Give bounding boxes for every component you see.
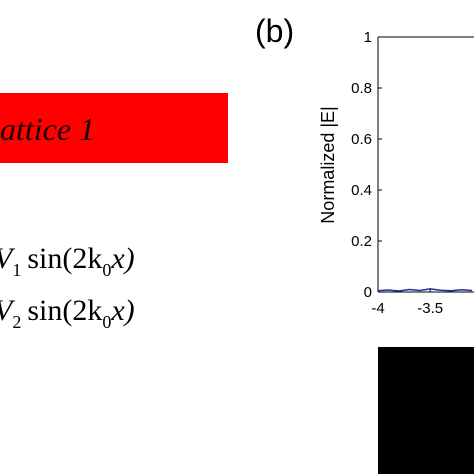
panel-label: (b) (255, 13, 294, 49)
banner-text: attice 1 (0, 111, 95, 147)
black-panel (378, 347, 474, 474)
x-tick-label: -3.5 (417, 300, 443, 317)
chart: 00.20.40.60.81-4-3.5-3Normalized |E| (318, 29, 474, 317)
eq-symbol: V (0, 294, 16, 327)
equation: V1 sin(2k0x) (0, 242, 135, 280)
eq-index: 1 (12, 260, 21, 280)
banner-box (0, 93, 228, 163)
y-tick-label: 0.8 (351, 80, 372, 97)
data-line (377, 288, 472, 292)
eq-tail: x) (110, 242, 134, 275)
y-tick-label: 1 (364, 29, 372, 46)
eq-k-index: 0 (102, 260, 111, 280)
y-axis-label: Normalized |E| (318, 106, 338, 223)
y-tick-label: 0.4 (351, 182, 372, 199)
y-tick-label: 0 (364, 284, 372, 301)
x-tick-label: -4 (371, 300, 384, 317)
eq-k-index: 0 (102, 312, 111, 332)
eq-tail: x) (110, 294, 134, 327)
eq-symbol: V (0, 242, 16, 275)
eq-expr: sin(2k (27, 242, 102, 275)
equations: V1sin(2k0x)V2sin(2k0x) (0, 242, 135, 332)
y-tick-label: 0.6 (351, 131, 372, 148)
eq-index: 2 (12, 312, 21, 332)
equation: V2 sin(2k0x) (0, 294, 135, 332)
eq-expr: sin(2k (27, 294, 102, 327)
y-tick-label: 0.2 (351, 233, 372, 250)
